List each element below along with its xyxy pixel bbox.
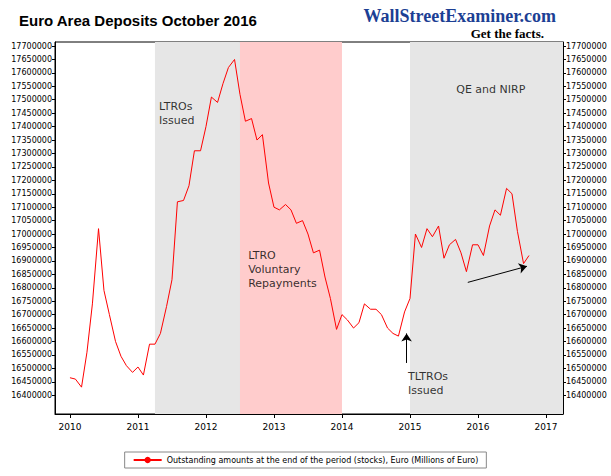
svg-text:16700000: 16700000 [566,310,607,319]
svg-text:17000000: 17000000 [566,230,607,239]
svg-text:17300000: 17300000 [11,149,52,158]
svg-text:17650000: 17650000 [566,55,607,64]
svg-text:17700000: 17700000 [566,42,607,51]
svg-text:16750000: 16750000 [11,297,52,306]
svg-text:Get the facts.: Get the facts. [471,26,544,41]
svg-text:16650000: 16650000 [11,324,52,333]
svg-text:17050000: 17050000 [11,216,52,225]
svg-text:16550000: 16550000 [566,350,607,359]
svg-text:17150000: 17150000 [566,189,607,198]
svg-text:Issued: Issued [159,114,194,127]
svg-text:QE and NIRP: QE and NIRP [456,83,525,96]
svg-text:16650000: 16650000 [566,324,607,333]
svg-text:17350000: 17350000 [566,136,607,145]
svg-text:Euro Area Deposits October 201: Euro Area Deposits October 2016 [19,12,257,29]
svg-text:2010: 2010 [59,422,82,432]
svg-text:16400000: 16400000 [11,391,52,400]
svg-text:2016: 2016 [467,422,490,432]
svg-text:16900000: 16900000 [566,256,607,265]
svg-text:2012: 2012 [195,422,218,432]
svg-text:17000000: 17000000 [11,230,52,239]
svg-text:16900000: 16900000 [11,256,52,265]
svg-text:16950000: 16950000 [566,243,607,252]
svg-text:Issued: Issued [408,384,443,397]
svg-text:2014: 2014 [331,422,354,432]
svg-text:16950000: 16950000 [11,243,52,252]
svg-text:17100000: 17100000 [566,203,607,212]
svg-text:17450000: 17450000 [566,109,607,118]
svg-text:2013: 2013 [263,422,286,432]
svg-text:16500000: 16500000 [566,364,607,373]
svg-text:WallStreetExaminer.com: WallStreetExaminer.com [364,6,556,26]
svg-text:17650000: 17650000 [11,55,52,64]
svg-text:17550000: 17550000 [566,82,607,91]
svg-text:17250000: 17250000 [11,162,52,171]
svg-text:16500000: 16500000 [11,364,52,373]
svg-text:16850000: 16850000 [566,270,607,279]
svg-text:16550000: 16550000 [11,350,52,359]
svg-text:17250000: 17250000 [566,162,607,171]
svg-text:16450000: 16450000 [566,377,607,386]
svg-text:2015: 2015 [399,422,422,432]
svg-text:Repayments: Repayments [248,277,317,290]
svg-text:2017: 2017 [535,422,558,432]
svg-text:17700000: 17700000 [11,42,52,51]
svg-text:Voluntary: Voluntary [248,263,301,276]
svg-text:17200000: 17200000 [11,176,52,185]
svg-text:17500000: 17500000 [11,95,52,104]
svg-text:16450000: 16450000 [11,377,52,386]
svg-text:2011: 2011 [127,422,150,432]
svg-text:17050000: 17050000 [566,216,607,225]
svg-text:Outstanding amounts at the end: Outstanding amounts at the end of the pe… [167,456,479,465]
svg-text:17200000: 17200000 [566,176,607,185]
svg-text:16800000: 16800000 [566,283,607,292]
svg-text:17300000: 17300000 [566,149,607,158]
svg-text:17150000: 17150000 [11,189,52,198]
svg-text:17100000: 17100000 [11,203,52,212]
svg-text:17500000: 17500000 [566,95,607,104]
svg-text:16800000: 16800000 [11,283,52,292]
svg-text:TLTROs: TLTROs [407,370,448,383]
svg-text:LTRO: LTRO [248,249,276,262]
svg-text:17600000: 17600000 [11,68,52,77]
svg-text:17450000: 17450000 [11,109,52,118]
svg-text:17400000: 17400000 [566,122,607,131]
svg-text:16750000: 16750000 [566,297,607,306]
svg-text:16700000: 16700000 [11,310,52,319]
svg-text:16850000: 16850000 [11,270,52,279]
svg-text:LTROs: LTROs [159,100,193,113]
svg-text:16400000: 16400000 [566,391,607,400]
svg-text:16600000: 16600000 [11,337,52,346]
svg-text:17400000: 17400000 [11,122,52,131]
svg-text:17600000: 17600000 [566,68,607,77]
svg-text:17350000: 17350000 [11,136,52,145]
svg-text:16600000: 16600000 [566,337,607,346]
svg-text:17550000: 17550000 [11,82,52,91]
